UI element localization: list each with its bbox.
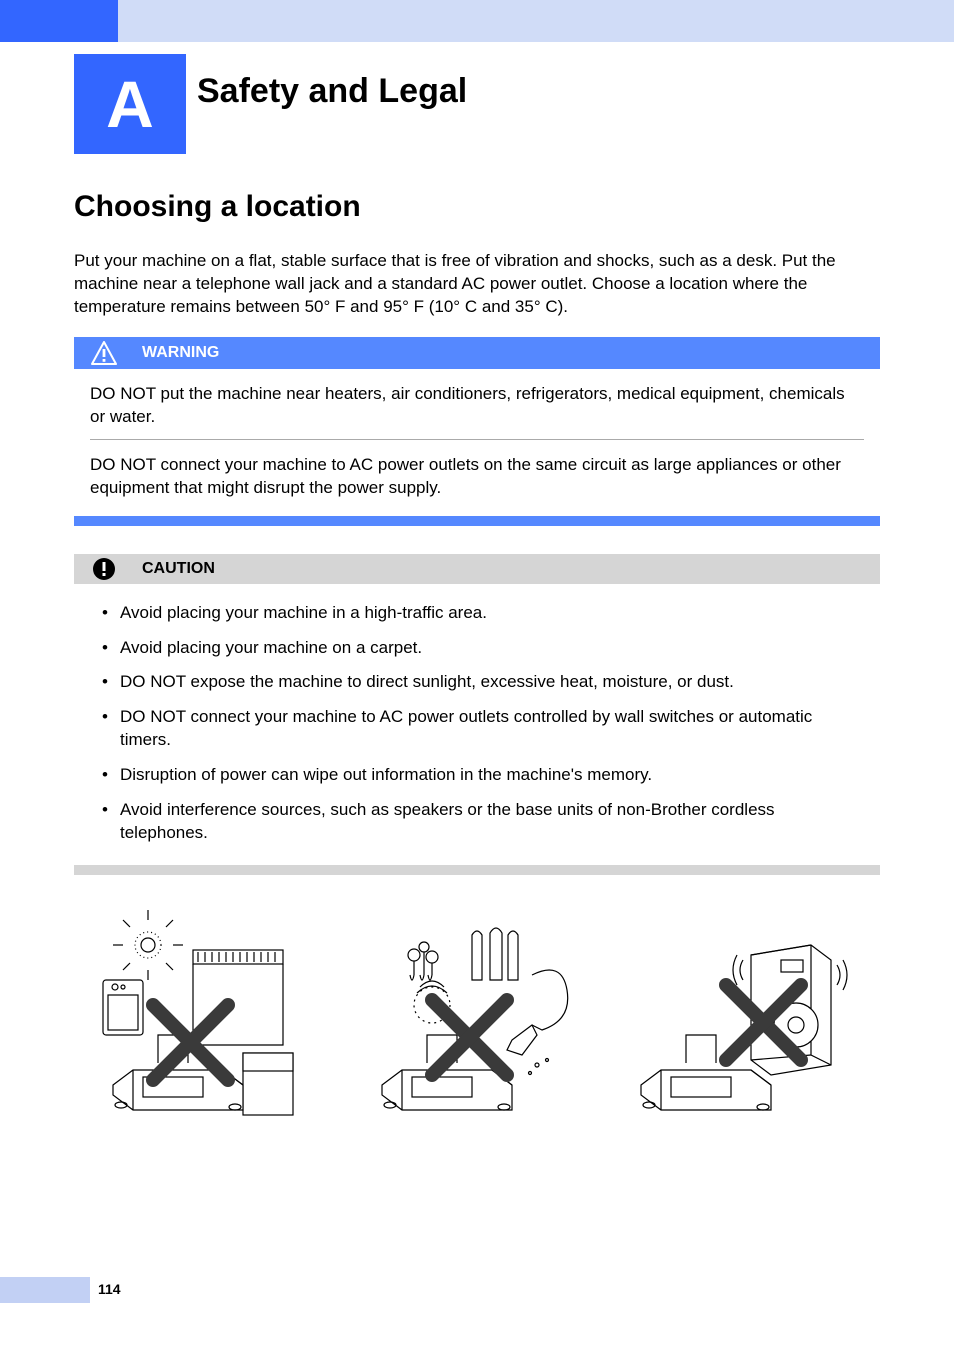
heading-choosing-location: Choosing a location xyxy=(74,190,880,224)
caution-body: Avoid placing your machine in a high-tra… xyxy=(74,584,880,866)
warning-text-2: DO NOT connect your machine to AC power … xyxy=(90,454,864,510)
warning-label: WARNING xyxy=(142,344,219,362)
warning-text-1: DO NOT put the machine near heaters, air… xyxy=(90,383,864,440)
top-bar-blue xyxy=(0,0,118,42)
caution-label: CAUTION xyxy=(142,560,215,578)
caution-item: Avoid placing your machine in a high-tra… xyxy=(102,602,864,625)
caution-item: Disruption of power can wipe out informa… xyxy=(102,764,864,787)
content-area: Choosing a location Put your machine on … xyxy=(74,190,880,1135)
caution-item: DO NOT connect your machine to AC power … xyxy=(102,706,864,752)
illustrations-row xyxy=(74,895,880,1135)
caution-header: CAUTION xyxy=(74,554,880,584)
warning-header: WARNING xyxy=(74,337,880,369)
footer-tab xyxy=(0,1277,90,1303)
section-letter: A xyxy=(106,66,154,142)
illustration-speaker-interference xyxy=(631,905,861,1125)
illustration-sunlight-heat xyxy=(93,905,323,1125)
top-bar-light xyxy=(118,0,954,42)
caution-item: DO NOT expose the machine to direct sunl… xyxy=(102,671,864,694)
caution-item: Avoid placing your machine on a carpet. xyxy=(102,637,864,660)
intro-paragraph: Put your machine on a flat, stable surfa… xyxy=(74,250,880,319)
illustration-moisture-chemicals xyxy=(362,905,592,1125)
caution-list: Avoid placing your machine in a high-tra… xyxy=(102,602,864,846)
section-letter-box: A xyxy=(74,54,186,154)
warning-icon xyxy=(74,341,120,365)
warning-bottom-bar xyxy=(74,516,880,526)
caution-icon xyxy=(74,557,120,581)
page-title: Safety and Legal xyxy=(197,72,467,111)
caution-item: Avoid interference sources, such as spea… xyxy=(102,799,864,845)
warning-body: DO NOT put the machine near heaters, air… xyxy=(74,369,880,516)
page-number: 114 xyxy=(98,1281,121,1297)
caution-bottom-bar xyxy=(74,865,880,875)
